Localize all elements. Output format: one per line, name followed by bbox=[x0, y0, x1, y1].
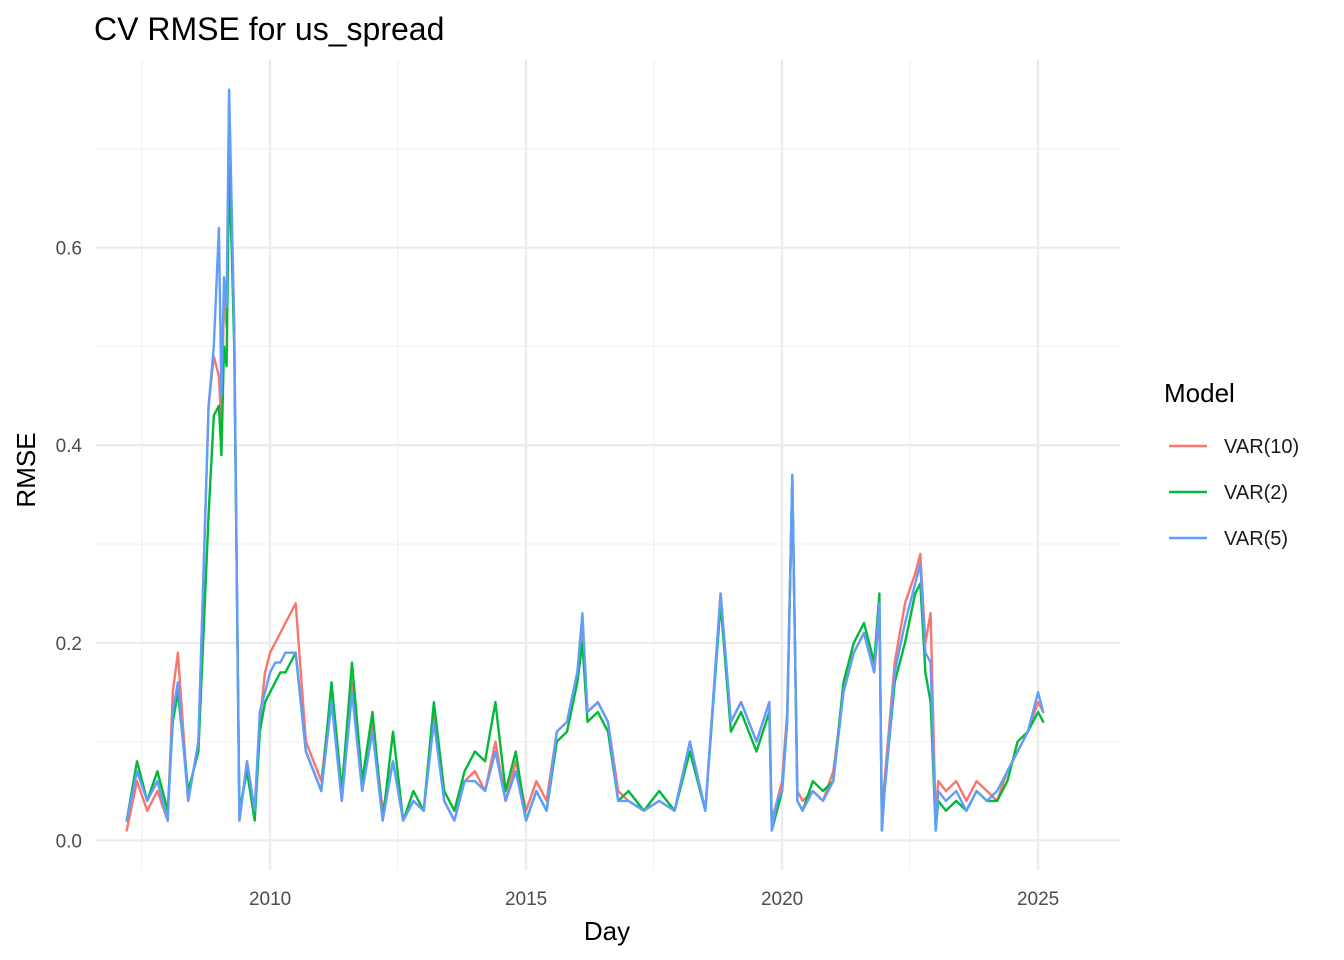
grid-major bbox=[96, 60, 1120, 870]
x-axis-title: Day bbox=[584, 916, 630, 946]
x-tick-label: 2025 bbox=[1017, 889, 1059, 910]
legend-label-1: VAR(2) bbox=[1224, 482, 1288, 504]
y-tick-label: 0.0 bbox=[56, 831, 82, 852]
x-tick-label: 2015 bbox=[505, 889, 547, 910]
series-line-2 bbox=[125, 88, 1045, 832]
grid-minor bbox=[96, 60, 1120, 870]
y-tick-label: 0.2 bbox=[56, 634, 82, 655]
legend-items: VAR(10) VAR(2) VAR(5) bbox=[1169, 436, 1299, 550]
y-tick-label: 0.6 bbox=[56, 239, 82, 260]
legend-label-0: VAR(10) bbox=[1224, 436, 1299, 458]
chart-title: CV RMSE for us_spread bbox=[94, 11, 444, 47]
y-tick-label: 0.4 bbox=[56, 436, 83, 457]
legend-title: Model bbox=[1164, 378, 1235, 408]
y-axis-title: RMSE bbox=[11, 432, 41, 507]
x-tick-label: 2010 bbox=[249, 889, 291, 910]
series-group bbox=[125, 88, 1045, 832]
x-axis-ticks: 2010 2015 2020 2025 bbox=[249, 889, 1059, 910]
x-tick-label: 2020 bbox=[761, 889, 803, 910]
legend-label-2: VAR(5) bbox=[1224, 528, 1288, 550]
y-axis-ticks: 0.0 0.2 0.4 0.6 bbox=[56, 239, 83, 853]
legend: Model VAR(10) VAR(2) VAR(5) bbox=[1164, 378, 1299, 550]
